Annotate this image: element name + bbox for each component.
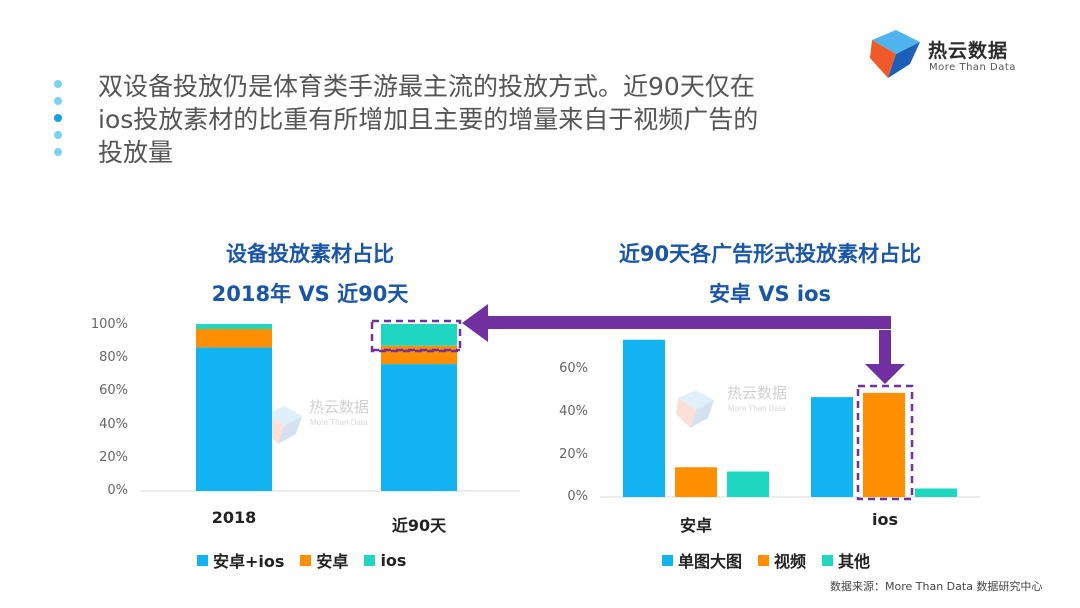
- y-tick: 20%: [99, 450, 128, 465]
- y-tick: 60%: [559, 361, 588, 376]
- bar-s3-android: [727, 471, 769, 497]
- legend-label: 安卓: [316, 552, 349, 571]
- headline-line: 投放量: [98, 138, 174, 167]
- legend-swatch: [822, 554, 834, 566]
- bar-s1-recent90: [381, 364, 457, 491]
- legend-swatch: [364, 554, 376, 566]
- watermark-logo-icon: [676, 390, 714, 428]
- y-tick: 100%: [90, 317, 128, 332]
- legend-label: ios: [380, 550, 407, 570]
- legend-label: 安卓+ios: [213, 552, 285, 571]
- watermark-logo-icon: [264, 406, 302, 444]
- logo-name: 热云数据: [928, 40, 1009, 62]
- x-category-label: 安卓: [679, 516, 712, 535]
- legend-swatch: [197, 554, 208, 566]
- bar-s1-2018: [196, 347, 272, 491]
- legend-swatch: [662, 554, 673, 566]
- watermark-tagline: More Than Data: [728, 404, 786, 413]
- connector-arrow-bar: [486, 316, 891, 329]
- left-chart-title: 设备投放素材占比: [226, 242, 394, 266]
- x-category-label: 近90天: [391, 516, 447, 535]
- bullet-dot: [54, 131, 62, 139]
- bar-s1-android: [623, 339, 665, 497]
- headline-line: 双设备投放仍是体育类手游最主流的投放方式。近90天仅在: [98, 72, 755, 101]
- y-tick: 60%: [99, 383, 128, 398]
- right-chart-title: 近90天各广告形式投放素材占比: [618, 242, 922, 266]
- bar-s2-ios: [863, 392, 905, 497]
- legend-swatch: [300, 554, 312, 566]
- legend-label: 单图大图: [678, 552, 743, 571]
- highlight-box: [370, 319, 462, 353]
- y-tick: 40%: [99, 417, 128, 432]
- right-legend: 单图大图 视频 其他: [662, 548, 870, 572]
- bullet-dot: [54, 114, 62, 122]
- bar-s2-android: [675, 467, 717, 497]
- data-source-note: 数据来源：More Than Data 数据研究中心: [830, 580, 1043, 593]
- bar-s3-2018: [196, 324, 272, 330]
- bar-s2-2018: [196, 329, 272, 348]
- y-tick: 20%: [559, 447, 588, 462]
- left-chart-bars: [196, 324, 457, 491]
- legend-label: 视频: [774, 552, 807, 571]
- right-chart-bars: [623, 339, 957, 497]
- legend-label: 其他: [838, 552, 871, 571]
- bullet-dot: [54, 148, 62, 156]
- headline-line: ios投放素材的比重有所增加且主要的增量来自于视频广告的: [98, 105, 759, 134]
- bar-s3-ios: [915, 488, 957, 497]
- watermark-text: 热云数据: [727, 385, 787, 402]
- left-legend: 安卓+ios 安卓 ios: [197, 548, 406, 572]
- connector-arrow-head-down: [865, 364, 905, 384]
- bar-s3-recent90: [381, 324, 457, 346]
- bullet-dot: [54, 80, 62, 88]
- bar-s1-ios: [811, 397, 853, 497]
- watermark-tagline: More Than Data: [310, 418, 368, 427]
- x-category-label: ios: [872, 510, 898, 529]
- watermark-text: 热云数据: [309, 399, 369, 416]
- bullet-dot: [54, 97, 62, 105]
- y-tick: 80%: [99, 350, 128, 365]
- y-tick: 0%: [107, 483, 128, 498]
- logo-tagline: More Than Data: [929, 62, 1016, 73]
- legend-swatch: [758, 554, 770, 566]
- x-category-label: 2018: [211, 508, 257, 527]
- y-tick: 0%: [567, 489, 588, 504]
- headline: 双设备投放仍是体育类手游最主流的投放方式。近90天仅在 ios投放素材的比重有所…: [98, 70, 818, 169]
- bar-s2-recent90: [381, 345, 457, 365]
- left-chart-subtitle: 2018年 VS 近90天: [211, 282, 409, 306]
- connector-arrow-head-left: [462, 304, 488, 342]
- right-chart-subtitle: 安卓 VS ios: [708, 282, 832, 306]
- y-tick: 40%: [559, 404, 588, 419]
- highlight-box: [856, 384, 914, 501]
- logo-icon: [870, 30, 920, 78]
